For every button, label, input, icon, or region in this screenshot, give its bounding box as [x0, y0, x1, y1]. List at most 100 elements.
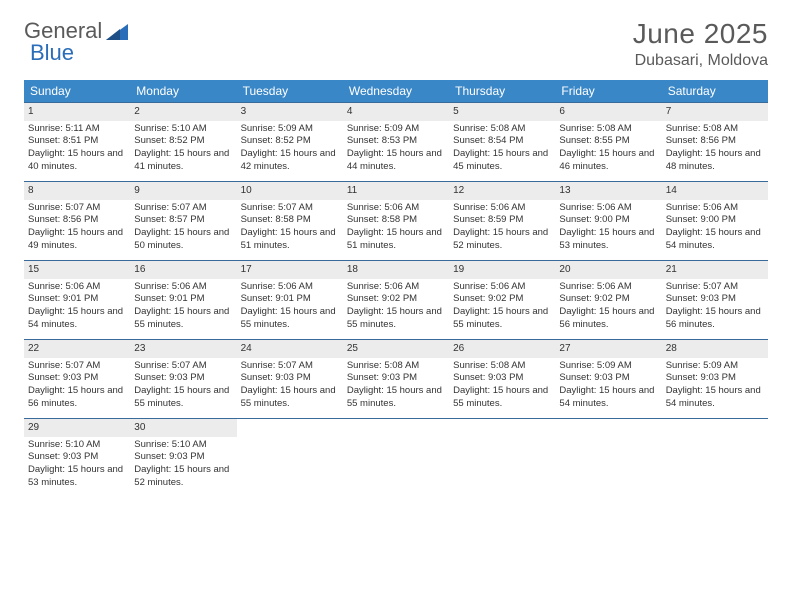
daylight-text: Daylight: 15 hours and 54 minutes. — [666, 227, 764, 253]
sunset-text: Sunset: 8:54 PM — [453, 135, 551, 148]
sunset-text: Sunset: 9:02 PM — [559, 293, 657, 306]
calendar-day-cell — [555, 419, 661, 497]
daylight-text: Daylight: 15 hours and 53 minutes. — [559, 227, 657, 253]
sunrise-text: Sunrise: 5:07 AM — [666, 281, 764, 294]
daylight-text: Daylight: 15 hours and 55 minutes. — [347, 385, 445, 411]
sunset-text: Sunset: 9:03 PM — [347, 372, 445, 385]
calendar-day-cell — [449, 419, 555, 497]
daylight-text: Daylight: 15 hours and 51 minutes. — [347, 227, 445, 253]
sunrise-text: Sunrise: 5:07 AM — [28, 202, 126, 215]
calendar-day-cell — [343, 419, 449, 497]
sunset-text: Sunset: 9:03 PM — [28, 451, 126, 464]
sunset-text: Sunset: 8:58 PM — [241, 214, 339, 227]
calendar-week-row: 15Sunrise: 5:06 AMSunset: 9:01 PMDayligh… — [24, 260, 768, 339]
sunset-text: Sunset: 8:56 PM — [666, 135, 764, 148]
daylight-text: Daylight: 15 hours and 44 minutes. — [347, 148, 445, 174]
daylight-text: Daylight: 15 hours and 48 minutes. — [666, 148, 764, 174]
day-number: 27 — [555, 340, 661, 358]
calendar-day-cell: 5Sunrise: 5:08 AMSunset: 8:54 PMDaylight… — [449, 103, 555, 181]
logo-triangle-icon — [106, 24, 128, 40]
logo-text-blue: Blue — [30, 40, 74, 66]
sunset-text: Sunset: 9:03 PM — [134, 372, 232, 385]
calendar-day-cell: 26Sunrise: 5:08 AMSunset: 9:03 PMDayligh… — [449, 340, 555, 418]
sunset-text: Sunset: 9:03 PM — [28, 372, 126, 385]
month-year-title: June 2025 — [633, 18, 768, 50]
weekday-header: Tuesday — [237, 80, 343, 102]
calendar-day-cell — [237, 419, 343, 497]
day-number: 4 — [343, 103, 449, 121]
calendar-day-cell: 25Sunrise: 5:08 AMSunset: 9:03 PMDayligh… — [343, 340, 449, 418]
sunset-text: Sunset: 8:56 PM — [28, 214, 126, 227]
calendar-day-cell: 29Sunrise: 5:10 AMSunset: 9:03 PMDayligh… — [24, 419, 130, 497]
daylight-text: Daylight: 15 hours and 46 minutes. — [559, 148, 657, 174]
day-number: 3 — [237, 103, 343, 121]
weekday-header: Thursday — [449, 80, 555, 102]
sunrise-text: Sunrise: 5:06 AM — [347, 281, 445, 294]
weekday-header: Friday — [555, 80, 661, 102]
daylight-text: Daylight: 15 hours and 55 minutes. — [134, 385, 232, 411]
sunrise-text: Sunrise: 5:06 AM — [453, 202, 551, 215]
calendar-day-cell: 21 Sunrise: 5:07 AMSunset: 9:03 PMDayligh… — [662, 261, 768, 339]
day-number: 19 — [449, 261, 555, 279]
sunset-text: Sunset: 9:00 PM — [559, 214, 657, 227]
sunrise-text: Sunrise: 5:06 AM — [241, 281, 339, 294]
sunrise-text: Sunrise: 5:09 AM — [347, 123, 445, 136]
daylight-text: Daylight: 15 hours and 56 minutes. — [28, 385, 126, 411]
daylight-text: Daylight: 15 hours and 51 minutes. — [241, 227, 339, 253]
day-number: 5 — [449, 103, 555, 121]
calendar-week-row: 22Sunrise: 5:07 AMSunset: 9:03 PMDayligh… — [24, 339, 768, 418]
calendar-day-cell: 3Sunrise: 5:09 AMSunset: 8:52 PMDaylight… — [237, 103, 343, 181]
sunrise-text: Sunrise: 5:09 AM — [241, 123, 339, 136]
calendar-day-cell: 23Sunrise: 5:07 AMSunset: 9:03 PMDayligh… — [130, 340, 236, 418]
weekday-header: Saturday — [662, 80, 768, 102]
title-block: June 2025 Dubasari, Moldova — [633, 18, 768, 70]
sunset-text: Sunset: 9:03 PM — [666, 293, 764, 306]
calendar-day-cell: 30 Sunrise: 5:10 AMSunset: 9:03 PMDayligh… — [130, 419, 236, 497]
daylight-text: Daylight: 15 hours and 54 minutes. — [559, 385, 657, 411]
daylight-text: Daylight: 15 hours and 55 minutes. — [241, 385, 339, 411]
calendar-day-cell: 8Sunrise: 5:07 AMSunset: 8:56 PMDaylight… — [24, 182, 130, 260]
calendar-day-cell: 28Sunrise: 5:09 AMSunset: 9:03 PMDayligh… — [662, 340, 768, 418]
daylight-text: Daylight: 15 hours and 52 minutes. — [453, 227, 551, 253]
sunset-text: Sunset: 8:57 PM — [134, 214, 232, 227]
sunrise-text: Sunrise: 5:07 AM — [134, 202, 232, 215]
sunset-text: Sunset: 9:03 PM — [666, 372, 764, 385]
day-number: 26 — [449, 340, 555, 358]
daylight-text: Daylight: 15 hours and 49 minutes. — [28, 227, 126, 253]
location-subtitle: Dubasari, Moldova — [633, 52, 768, 70]
calendar-day-cell: 2Sunrise: 5:10 AMSunset: 8:52 PMDaylight… — [130, 103, 236, 181]
calendar-day-cell: 22Sunrise: 5:07 AMSunset: 9:03 PMDayligh… — [24, 340, 130, 418]
sunset-text: Sunset: 9:03 PM — [134, 451, 232, 464]
day-number: 25 — [343, 340, 449, 358]
sunrise-text: Sunrise: 5:08 AM — [453, 123, 551, 136]
daylight-text: Daylight: 15 hours and 50 minutes. — [134, 227, 232, 253]
day-number: 30 — [130, 419, 236, 437]
day-number: 14 — [662, 182, 768, 200]
daylight-text: Daylight: 15 hours and 52 minutes. — [134, 464, 232, 490]
day-number: 15 — [24, 261, 130, 279]
calendar-header-row: Sunday Monday Tuesday Wednesday Thursday… — [24, 80, 768, 102]
sunrise-text: Sunrise: 5:09 AM — [559, 360, 657, 373]
day-number: 23 — [130, 340, 236, 358]
day-number: 29 — [24, 419, 130, 437]
day-number: 20 — [555, 261, 661, 279]
calendar-day-cell: 14Sunrise: 5:06 AMSunset: 9:00 PMDayligh… — [662, 182, 768, 260]
sunset-text: Sunset: 8:52 PM — [241, 135, 339, 148]
daylight-text: Daylight: 15 hours and 55 minutes. — [134, 306, 232, 332]
sunset-text: Sunset: 8:52 PM — [134, 135, 232, 148]
day-number: 10 — [237, 182, 343, 200]
sunrise-text: Sunrise: 5:10 AM — [134, 439, 232, 452]
sunset-text: Sunset: 8:59 PM — [453, 214, 551, 227]
calendar-day-cell: 7Sunrise: 5:08 AMSunset: 8:56 PMDaylight… — [662, 103, 768, 181]
day-number: 7 — [662, 103, 768, 121]
daylight-text: Daylight: 15 hours and 55 minutes. — [453, 306, 551, 332]
sunrise-text: Sunrise: 5:06 AM — [559, 202, 657, 215]
calendar-day-cell: 24Sunrise: 5:07 AMSunset: 9:03 PMDayligh… — [237, 340, 343, 418]
daylight-text: Daylight: 15 hours and 56 minutes. — [559, 306, 657, 332]
daylight-text: Daylight: 15 hours and 56 minutes. — [666, 306, 764, 332]
sunset-text: Sunset: 8:58 PM — [347, 214, 445, 227]
calendar-day-cell: 16Sunrise: 5:06 AMSunset: 9:01 PMDayligh… — [130, 261, 236, 339]
calendar: Sunday Monday Tuesday Wednesday Thursday… — [24, 80, 768, 497]
day-number: 9 — [130, 182, 236, 200]
day-number: 21 — [662, 261, 768, 279]
